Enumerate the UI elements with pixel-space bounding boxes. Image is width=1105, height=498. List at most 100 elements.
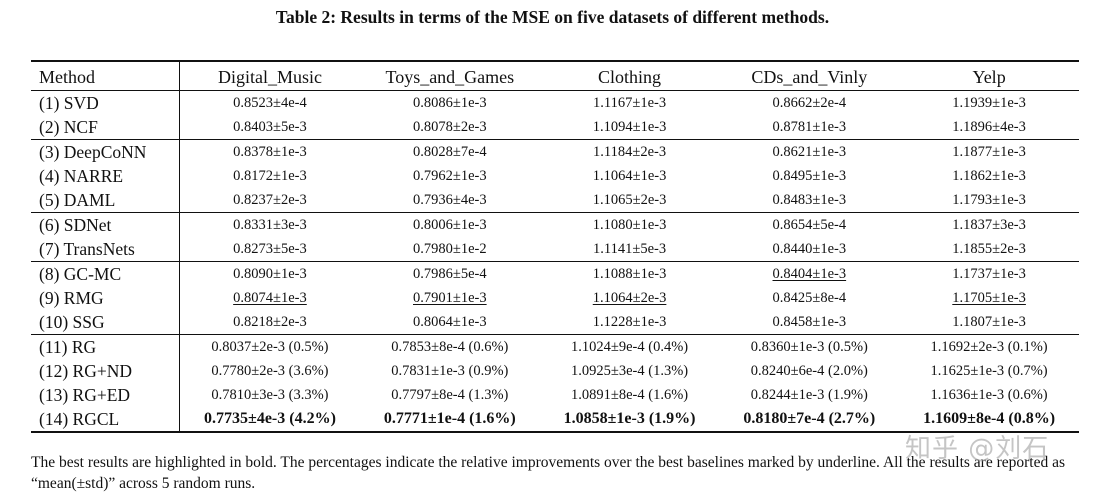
col-header-method: Method (31, 60, 180, 91)
cell: 0.8172±1e-3 (233, 167, 307, 184)
best-baseline-underlined: 0.7901±1e-3 (413, 289, 487, 306)
cell: 1.1080±1e-3 (539, 212, 720, 237)
cell: 1.1141±5e-3 (593, 240, 667, 257)
method-name: (8) GC-MC (31, 261, 180, 286)
method-name: (4) NARRE (31, 164, 180, 188)
cell: 0.8440±1e-3 (772, 240, 847, 257)
cell: 0.8495±1e-3 (772, 167, 847, 184)
cell: 0.8244±1e-3 (1.9%) (750, 386, 868, 403)
best-baseline-underlined: 1.1705±1e-3 (952, 289, 1026, 306)
cell: 0.8483±1e-3 (772, 191, 847, 208)
table-row: (13) RG+ED 0.7810±3e-3 (3.3%) 0.7797±8e-… (31, 383, 1079, 407)
cell: 0.8458±1e-3 (772, 313, 847, 330)
cell: 1.1088±1e-3 (539, 261, 720, 286)
method-name: (9) RMG (31, 286, 180, 310)
cell: 0.7986±5e-4 (359, 261, 540, 286)
cell: 1.1837±3e-3 (899, 212, 1079, 237)
cell: 0.7810±3e-3 (3.3%) (211, 386, 329, 403)
table-row: (12) RG+ND 0.7780±2e-3 (3.6%) 0.7831±1e-… (31, 359, 1079, 383)
method-name: (2) NCF (31, 115, 180, 140)
table-row: (1) SVD 0.8523±4e-4 0.8086±1e-3 1.1167±1… (31, 90, 1079, 115)
cell: 0.7980±1e-2 (413, 240, 487, 257)
cell: 1.1705±1e-3 (899, 286, 1079, 310)
cell: 0.8064±1e-3 (413, 313, 487, 330)
col-header-toys-and-games: Toys_and_Games (359, 60, 540, 91)
col-header-clothing: Clothing (539, 60, 720, 91)
cell: 1.1024±9e-4 (0.4%) (539, 334, 720, 359)
table-footnote: The best results are highlighted in bold… (31, 454, 1066, 492)
cell: 1.0891±8e-4 (1.6%) (571, 386, 689, 403)
cell: 1.1184±2e-3 (539, 139, 720, 164)
cell: 0.8237±2e-3 (233, 191, 307, 208)
best-result-cell: 1.0858±1e-3 (1.9%) (539, 407, 720, 433)
method-name: (11) RG (31, 334, 180, 359)
cell: 1.1064±2e-3 (540, 286, 720, 310)
cell: 0.8273±5e-3 (233, 240, 307, 257)
table-row: (7) TransNets 0.8273±5e-3 0.7980±1e-2 1.… (31, 237, 1079, 262)
best-baseline-underlined: 1.1064±2e-3 (592, 289, 667, 306)
table-row: (9) RMG 0.8074±1e-3 0.7901±1e-3 1.1064±2… (31, 286, 1079, 310)
best-result-cell: 1.1609±8e-4 (0.8%) (899, 407, 1079, 433)
cell: 0.8662±2e-4 (772, 94, 847, 111)
method-name: (5) DAML (31, 188, 180, 213)
cell: 0.8621±1e-3 (719, 139, 900, 164)
cell: 1.1793±1e-3 (952, 191, 1026, 208)
cell: 1.1064±1e-3 (592, 167, 667, 184)
cell: 0.8028±7e-4 (359, 139, 540, 164)
table-row: (5) DAML 0.8237±2e-3 0.7936±4e-3 1.1065±… (31, 188, 1079, 213)
cell: 1.1896±4e-3 (952, 118, 1026, 135)
cell: 0.8090±1e-3 (179, 261, 360, 286)
header-row: Method Digital_Music Toys_and_Games Clot… (31, 60, 1079, 91)
cell: 1.1862±1e-3 (952, 167, 1026, 184)
cell: 1.0925±3e-4 (1.3%) (571, 362, 689, 379)
cell: 0.8240±6e-4 (2.0%) (750, 362, 868, 379)
cell: 1.1228±1e-3 (592, 313, 667, 330)
method-name: (1) SVD (31, 90, 180, 115)
cell: 0.8403±5e-3 (233, 118, 307, 135)
table-row: (4) NARRE 0.8172±1e-3 0.7962±1e-3 1.1064… (31, 164, 1079, 188)
cell: 0.8523±4e-4 (233, 94, 307, 111)
results-table: Method Digital_Music Toys_and_Games Clot… (31, 60, 1079, 433)
cell: 0.8078±2e-3 (413, 118, 487, 135)
cell: 1.1737±1e-3 (899, 261, 1079, 286)
cell: 1.1877±1e-3 (899, 139, 1079, 164)
cell: 1.1807±1e-3 (952, 313, 1026, 330)
cell: 0.7831±1e-3 (0.9%) (391, 362, 509, 379)
cell: 0.8218±2e-3 (233, 313, 307, 330)
cell: 1.1625±1e-3 (0.7%) (930, 362, 1048, 379)
col-header-cds-and-vinly: CDs_and_Vinly (719, 60, 900, 91)
cell: 0.7780±2e-3 (3.6%) (211, 362, 329, 379)
cell: 1.1167±1e-3 (593, 94, 667, 111)
method-name: (14) RGCL (31, 407, 180, 433)
cell: 1.1065±2e-3 (592, 191, 667, 208)
table-row: (11) RG 0.8037±2e-3 (0.5%) 0.7853±8e-4 (… (31, 334, 1079, 359)
cell: 0.8086±1e-3 (413, 94, 487, 111)
cell: 0.7962±1e-3 (413, 167, 487, 184)
cell: 0.7853±8e-4 (0.6%) (359, 334, 540, 359)
col-header-digital-music: Digital_Music (179, 60, 360, 91)
table-row: (10) SSG 0.8218±2e-3 0.8064±1e-3 1.1228±… (31, 310, 1079, 335)
method-name: (3) DeepCoNN (31, 139, 180, 164)
col-header-yelp: Yelp (899, 60, 1079, 91)
cell: 0.7797±8e-4 (1.3%) (391, 386, 509, 403)
cell: 0.8331±3e-3 (179, 212, 360, 237)
cell: 0.8781±1e-3 (772, 118, 847, 135)
cell: 0.8404±1e-3 (719, 261, 900, 286)
method-name: (6) SDNet (31, 212, 180, 237)
cell: 0.8037±2e-3 (0.5%) (179, 334, 360, 359)
method-name: (12) RG+ND (31, 359, 180, 383)
table-caption: Table 2: Results in terms of the MSE on … (275, 7, 830, 27)
cell: 1.1855±2e-3 (952, 240, 1026, 257)
best-baseline-underlined: 0.8404±1e-3 (772, 265, 847, 282)
cell: 0.8006±1e-3 (359, 212, 540, 237)
best-result-cell: 0.7771±1e-4 (1.6%) (359, 407, 540, 433)
cell: 1.1692±2e-3 (0.1%) (899, 334, 1079, 359)
cell: 1.1636±1e-3 (0.6%) (930, 386, 1048, 403)
table-row: (6) SDNet 0.8331±3e-3 0.8006±1e-3 1.1080… (31, 212, 1079, 237)
cell: 0.8378±1e-3 (179, 139, 360, 164)
cell: 1.1939±1e-3 (952, 94, 1026, 111)
table-row: (3) DeepCoNN 0.8378±1e-3 0.8028±7e-4 1.1… (31, 139, 1079, 164)
best-result-cell: 0.7735±4e-3 (4.2%) (179, 407, 360, 433)
cell: 0.8425±8e-4 (772, 289, 847, 306)
watermark: 知乎 @刘石 (905, 434, 1050, 464)
